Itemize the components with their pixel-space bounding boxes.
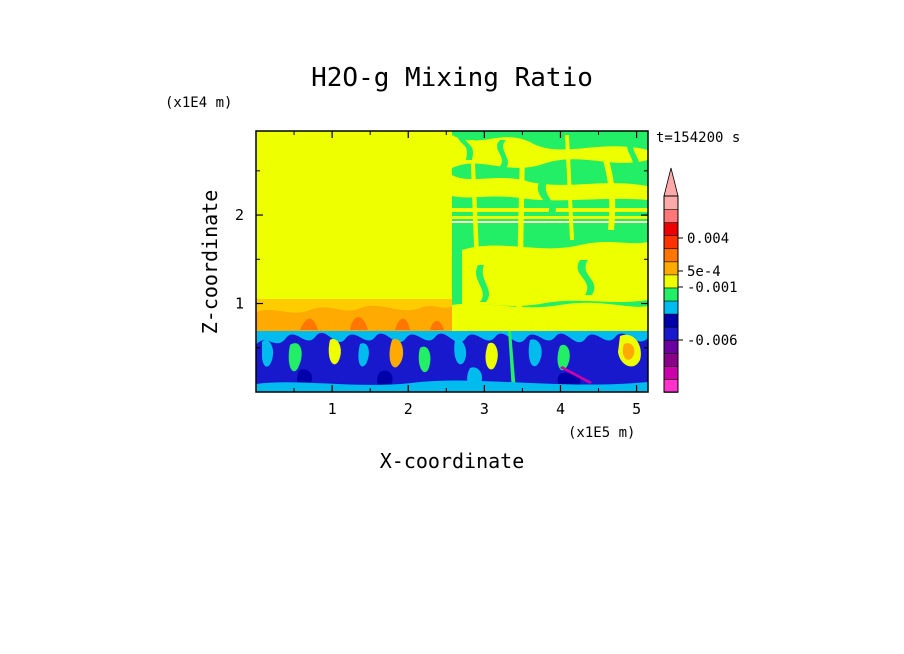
colorbar-swatch	[663, 339, 679, 354]
y-unit-label: (x1E4 m)	[165, 95, 232, 111]
y-axis: 12	[235, 170, 648, 349]
colorbar-swatch	[663, 247, 679, 263]
colorbar: 0.004 5e-4-0.001 -0.006	[663, 167, 738, 393]
colorbar-label: 5e-4	[687, 264, 721, 280]
colorbar-swatch	[663, 274, 679, 289]
colorbar-label: -0.001	[687, 280, 738, 296]
y-tick-label: 1	[235, 295, 244, 313]
colorbar-swatch	[663, 313, 679, 328]
colorbar-swatch	[663, 261, 679, 276]
x-tick-label: 3	[480, 400, 489, 418]
colorbar-swatch	[663, 221, 679, 236]
y-axis-title: Z-coordinate	[198, 190, 222, 335]
boundary-streaks	[256, 305, 452, 332]
colorbar-frame	[663, 195, 679, 393]
time-label: t=154200 s	[656, 130, 740, 146]
colorbar-swatch	[663, 234, 679, 250]
x-tick-label: 2	[404, 400, 413, 418]
colorbar-swatch	[663, 208, 679, 223]
x-unit-label: (x1E5 m)	[568, 425, 635, 441]
colorbar-swatch	[663, 326, 679, 341]
chart-title: H2O-g Mixing Ratio	[311, 63, 593, 93]
x-axis-title: X-coordinate	[380, 449, 525, 473]
x-axis: 1 2 3 4 5	[293, 131, 641, 418]
colorbar-swatch	[663, 378, 679, 393]
colorbar-swatch	[663, 352, 679, 367]
colorbar-label: -0.006	[687, 333, 738, 349]
x-tick-label: 4	[556, 400, 565, 418]
colorbar-swatch	[663, 195, 679, 210]
plot-area	[256, 131, 648, 392]
colorbar-swatch	[663, 300, 679, 315]
x-tick-label: 5	[632, 400, 641, 418]
colorbar-swatch	[663, 365, 679, 380]
colorbar-swatch	[663, 287, 679, 302]
region-upper-left	[256, 131, 452, 301]
colorbar-label: 0.004	[687, 231, 729, 247]
colorbar-extend-arrow	[663, 167, 679, 197]
x-tick-label: 1	[328, 400, 337, 418]
plot-frame	[255, 130, 649, 393]
y-tick-label: 2	[235, 206, 244, 224]
lower-turbulence	[256, 331, 648, 392]
upper-right-texture	[452, 131, 648, 331]
